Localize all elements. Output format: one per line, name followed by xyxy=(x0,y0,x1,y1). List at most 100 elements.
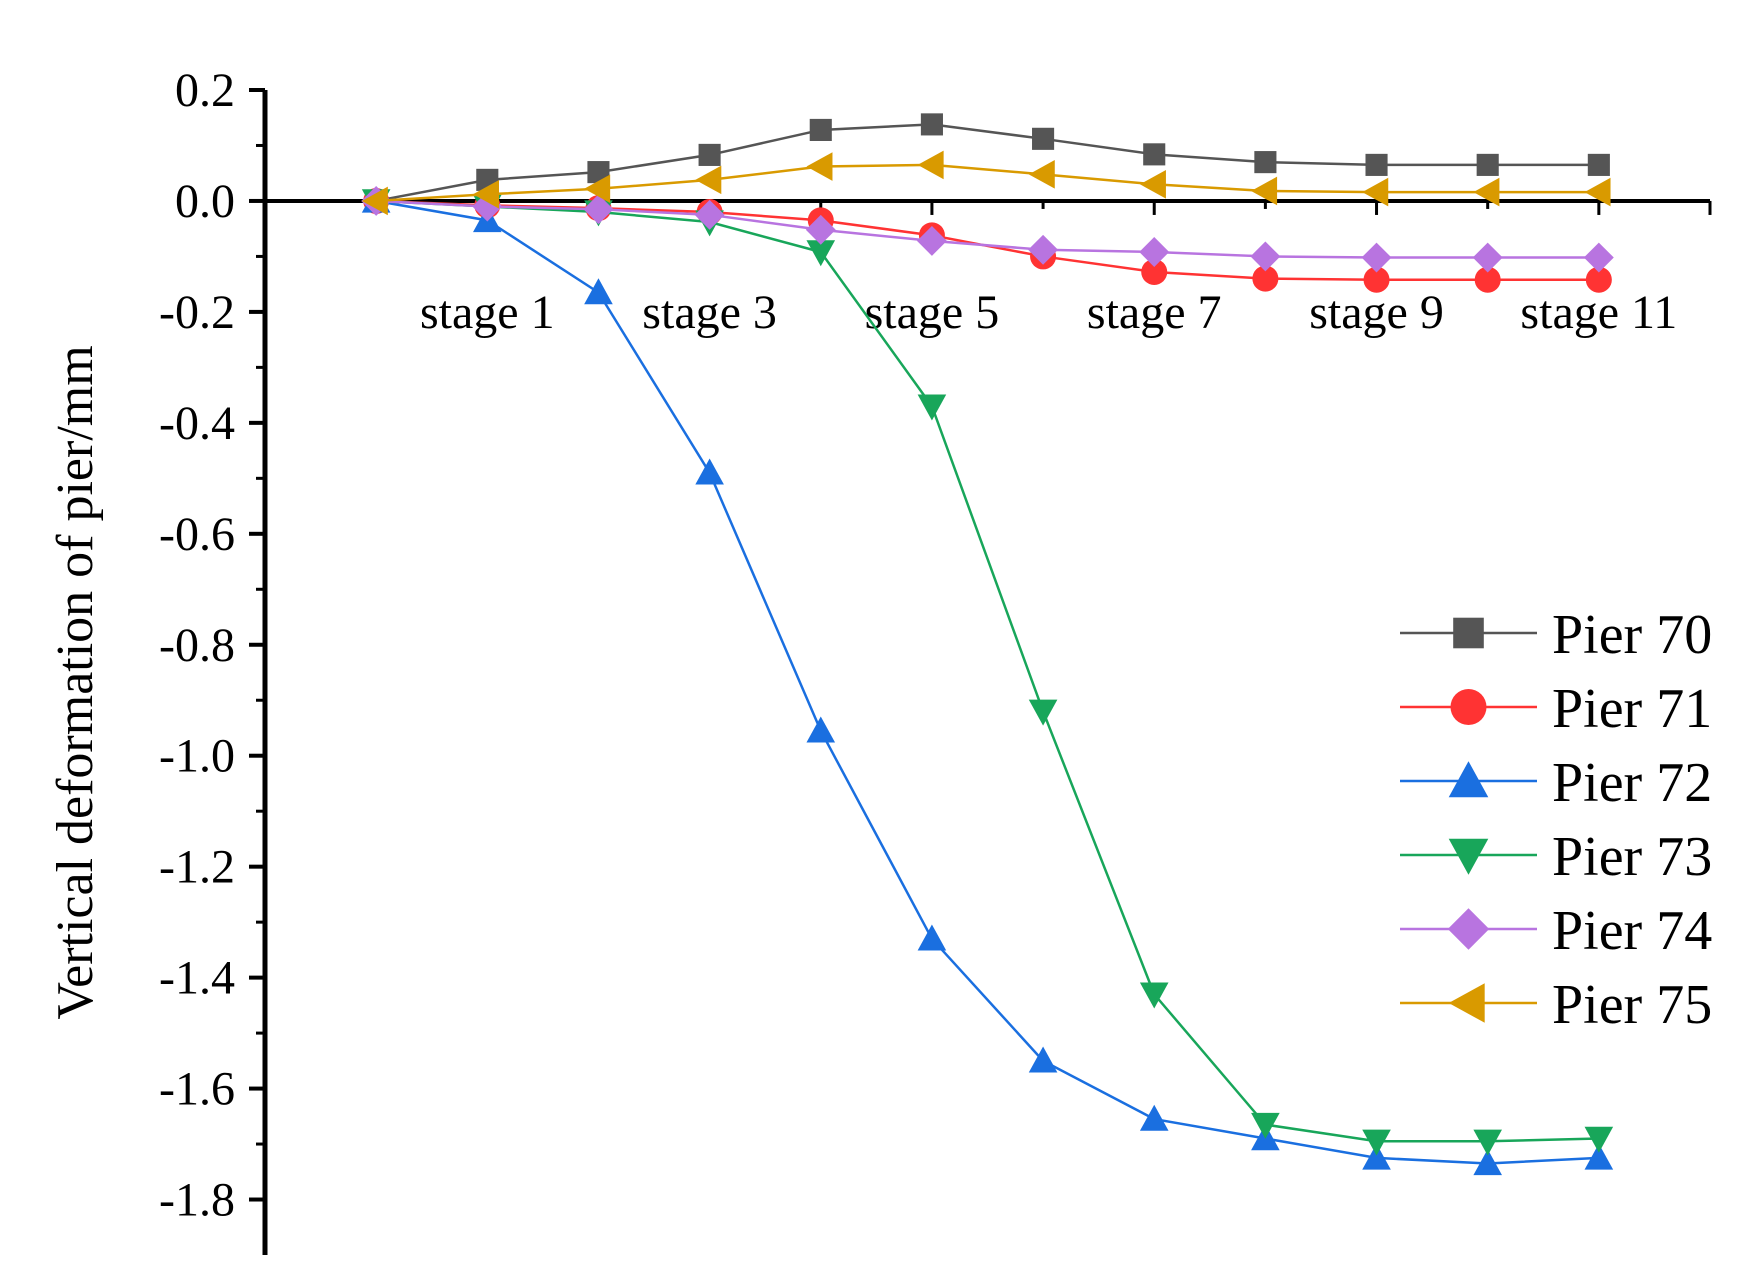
x-tick-label: stage 9 xyxy=(1309,286,1444,339)
series-pier-74 xyxy=(361,186,1614,273)
legend-label: Pier 72 xyxy=(1552,752,1712,814)
legend-label: Pier 70 xyxy=(1552,604,1712,666)
y-tick-label: -0.2 xyxy=(159,286,235,339)
legend-item: Pier 72 xyxy=(1400,752,1712,814)
legend-label: Pier 75 xyxy=(1552,974,1712,1036)
legend-marker xyxy=(1447,908,1490,950)
data-point xyxy=(1473,1149,1502,1176)
data-point xyxy=(916,225,947,256)
data-point xyxy=(1028,1046,1058,1073)
data-point xyxy=(694,199,725,230)
data-point xyxy=(1473,1129,1502,1156)
series-line xyxy=(376,199,1599,1143)
data-point xyxy=(1587,153,1610,176)
data-point xyxy=(917,924,947,951)
data-point xyxy=(1584,177,1611,207)
data-point xyxy=(920,113,943,136)
y-tick-label: -1.8 xyxy=(159,1174,235,1227)
data-point xyxy=(1028,234,1059,265)
data-point xyxy=(1143,143,1166,166)
series-line xyxy=(376,163,1599,203)
y-tick-label: -1.0 xyxy=(159,730,235,783)
x-tick-label: stage 3 xyxy=(642,286,777,339)
legend-item: Pier 74 xyxy=(1400,900,1712,962)
data-point xyxy=(1139,1104,1169,1131)
data-point xyxy=(1251,1112,1280,1139)
data-point xyxy=(1139,170,1166,199)
series-pier-71 xyxy=(363,187,1612,293)
data-point xyxy=(1028,160,1055,189)
data-point xyxy=(587,161,610,184)
data-point xyxy=(472,191,503,222)
y-ticks: 0.2 0.0 -0.2 -0.4 -0.6 -0.8 -1.0 -1.2 -1.4 -1.6 -1… xyxy=(159,64,265,1227)
data-point xyxy=(1139,237,1170,267)
axes: 0.2 0.0 -0.2 -0.4 -0.6 -0.8 -1.0 -1.2 -1.4 -1.6 -1… xyxy=(159,64,1712,1255)
legend-marker xyxy=(1448,983,1485,1023)
data-point xyxy=(695,165,722,195)
y-tick-label: -0.4 xyxy=(159,397,235,450)
data-point xyxy=(1141,258,1168,285)
data-point xyxy=(583,194,614,225)
data-point xyxy=(806,716,836,743)
legend-label: Pier 74 xyxy=(1552,900,1712,962)
data-point xyxy=(1362,177,1389,207)
legend-item: Pier 73 xyxy=(1400,826,1712,888)
data-point xyxy=(806,240,836,267)
legend-label: Pier 71 xyxy=(1552,678,1712,740)
x-ticks: stage 1 stage 3 stage 5 stage 7 stage 9 stage… xyxy=(374,200,1712,339)
x-tick-label: stage 11 xyxy=(1520,286,1677,339)
series-line xyxy=(376,199,1599,259)
x-tick-label: stage 1 xyxy=(420,286,555,339)
x-tick-label: stage 5 xyxy=(865,286,1000,339)
data-point xyxy=(1028,699,1058,726)
y-tick-label: -1.4 xyxy=(159,952,235,1005)
data-point xyxy=(1474,266,1501,293)
legend-marker xyxy=(1453,617,1484,649)
data-point xyxy=(1473,177,1500,207)
data-point xyxy=(698,143,721,166)
legend-marker xyxy=(1448,838,1489,875)
data-point xyxy=(1032,127,1055,150)
data-point xyxy=(1139,982,1169,1009)
data-point xyxy=(805,214,836,245)
y-tick-label: -1.6 xyxy=(159,1063,235,1116)
data-point xyxy=(361,186,388,216)
legend-marker xyxy=(1448,761,1489,798)
data-point xyxy=(584,278,613,305)
y-tick-label: 0.2 xyxy=(175,64,235,117)
data-point xyxy=(1584,1143,1614,1170)
legend-item: Pier 71 xyxy=(1400,678,1712,740)
legend-item: Pier 70 xyxy=(1400,604,1712,666)
y-tick-label: -0.6 xyxy=(159,508,235,561)
data-point xyxy=(1476,153,1499,176)
data-point xyxy=(1583,242,1614,273)
data-point xyxy=(806,152,833,181)
legend-item: Pier 75 xyxy=(1400,974,1712,1036)
y-axis-title: Vertical deformation of pier/mm xyxy=(47,345,104,1019)
y-tick-label: -0.8 xyxy=(159,619,235,672)
series-line xyxy=(375,199,1599,1165)
data-point xyxy=(1584,1126,1614,1153)
y-tick-label: 0.0 xyxy=(175,175,235,228)
data-point xyxy=(584,174,611,204)
data-point xyxy=(473,179,500,209)
series-layer xyxy=(361,113,1614,1176)
legend-label: Pier 73 xyxy=(1552,826,1712,888)
data-point xyxy=(1363,266,1390,293)
data-point xyxy=(1585,266,1612,293)
series-pier-75 xyxy=(361,150,1611,216)
data-point xyxy=(1250,241,1281,272)
data-point xyxy=(1254,151,1277,174)
data-point xyxy=(1361,242,1392,273)
y-tick-label: -1.2 xyxy=(159,841,235,894)
legend-marker xyxy=(1450,689,1487,725)
data-point xyxy=(1252,265,1279,292)
data-point xyxy=(809,118,832,141)
data-point xyxy=(1362,1143,1391,1170)
data-point xyxy=(695,458,724,485)
series-line xyxy=(375,123,1599,203)
data-point xyxy=(1362,1129,1391,1156)
data-point xyxy=(1365,153,1388,176)
